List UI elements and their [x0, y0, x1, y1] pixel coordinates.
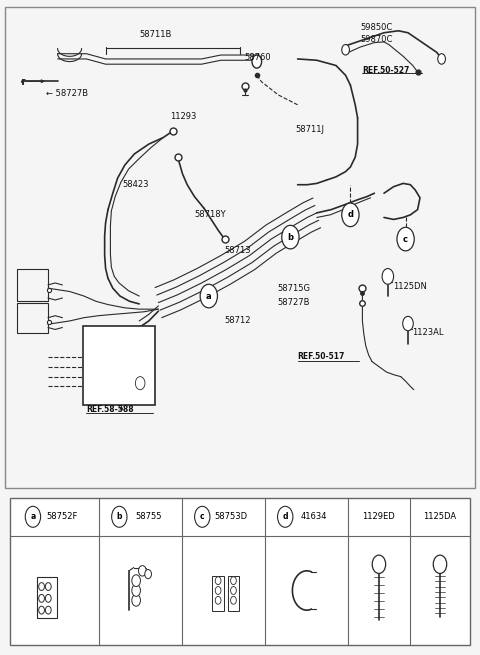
Circle shape	[132, 595, 141, 607]
Circle shape	[135, 377, 145, 390]
Text: 1129ED: 1129ED	[362, 512, 396, 521]
Text: d: d	[348, 210, 353, 219]
Circle shape	[230, 587, 236, 595]
Circle shape	[382, 269, 394, 284]
Text: b: b	[288, 233, 293, 242]
Circle shape	[252, 55, 262, 68]
Circle shape	[215, 587, 221, 595]
Circle shape	[200, 284, 217, 308]
Circle shape	[230, 576, 236, 585]
Circle shape	[215, 576, 221, 585]
Circle shape	[145, 570, 152, 579]
Circle shape	[46, 607, 51, 614]
Text: 59850C: 59850C	[360, 23, 392, 32]
Text: REF.50-527: REF.50-527	[362, 66, 410, 75]
Circle shape	[132, 575, 141, 587]
Text: 1123AL: 1123AL	[412, 328, 444, 337]
Text: 1125DA: 1125DA	[423, 512, 456, 521]
Text: 58727B: 58727B	[277, 298, 310, 307]
FancyBboxPatch shape	[5, 7, 475, 488]
Text: a: a	[206, 291, 212, 301]
Text: 1125DN: 1125DN	[393, 282, 427, 291]
Circle shape	[39, 595, 45, 603]
Circle shape	[372, 555, 385, 574]
Circle shape	[282, 225, 299, 249]
Circle shape	[342, 45, 349, 55]
Circle shape	[438, 54, 445, 64]
Circle shape	[46, 595, 51, 603]
Text: c: c	[200, 512, 204, 521]
Circle shape	[397, 227, 414, 251]
Text: 11293: 11293	[170, 112, 197, 121]
Circle shape	[277, 506, 293, 527]
Text: 58712: 58712	[225, 316, 251, 326]
Circle shape	[132, 585, 141, 596]
Circle shape	[39, 583, 45, 591]
FancyBboxPatch shape	[228, 576, 239, 612]
Text: 58718Y: 58718Y	[194, 210, 226, 219]
Text: a: a	[30, 512, 36, 521]
Text: 58715G: 58715G	[277, 284, 311, 293]
Circle shape	[112, 506, 127, 527]
Circle shape	[46, 583, 51, 591]
Circle shape	[230, 596, 236, 604]
Circle shape	[194, 506, 210, 527]
Text: 58755: 58755	[135, 512, 161, 521]
FancyBboxPatch shape	[10, 498, 470, 645]
FancyBboxPatch shape	[37, 578, 57, 618]
Text: d: d	[282, 512, 288, 521]
Text: 41634: 41634	[301, 512, 327, 521]
FancyBboxPatch shape	[212, 576, 224, 612]
Circle shape	[433, 555, 447, 574]
Circle shape	[139, 565, 146, 576]
Text: 58760: 58760	[245, 53, 271, 62]
Text: b: b	[117, 512, 122, 521]
Text: 58753D: 58753D	[215, 512, 248, 521]
Text: 58423: 58423	[122, 180, 149, 189]
FancyBboxPatch shape	[83, 326, 155, 405]
Text: 59870C: 59870C	[360, 35, 392, 44]
Circle shape	[342, 203, 359, 227]
Text: ← 58727B: ← 58727B	[46, 89, 88, 98]
Text: REF.58-588: REF.58-588	[86, 405, 134, 414]
Circle shape	[215, 596, 221, 604]
Text: 58711B: 58711B	[139, 29, 171, 39]
Text: 58711J: 58711J	[295, 125, 324, 134]
Text: REF.50-517: REF.50-517	[298, 352, 345, 362]
Text: c: c	[403, 234, 408, 244]
Circle shape	[25, 506, 41, 527]
Circle shape	[39, 607, 45, 614]
Text: 58752F: 58752F	[46, 512, 77, 521]
Text: 58713: 58713	[225, 246, 251, 255]
Circle shape	[403, 316, 413, 331]
